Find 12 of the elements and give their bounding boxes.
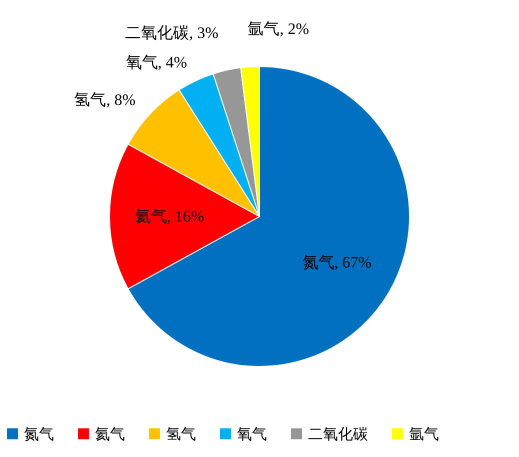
data-label: 二氧化碳, 3% [125,24,218,42]
legend-label: 氧气 [237,426,267,443]
data-label: 氮气, 67% [302,254,372,272]
data-label: 氩气, 2% [248,20,310,38]
legend-label: 氦气 [95,426,125,443]
data-label: 氧气, 4% [126,54,188,72]
legend-label: 氩气 [409,426,439,443]
legend-label: 氮气 [24,426,54,443]
data-label: 氢气, 8% [74,92,136,110]
legend-label: 二氧化碳 [308,426,368,443]
legend-label: 氢气 [166,426,196,443]
data-label: 氦气, 16% [134,208,204,226]
